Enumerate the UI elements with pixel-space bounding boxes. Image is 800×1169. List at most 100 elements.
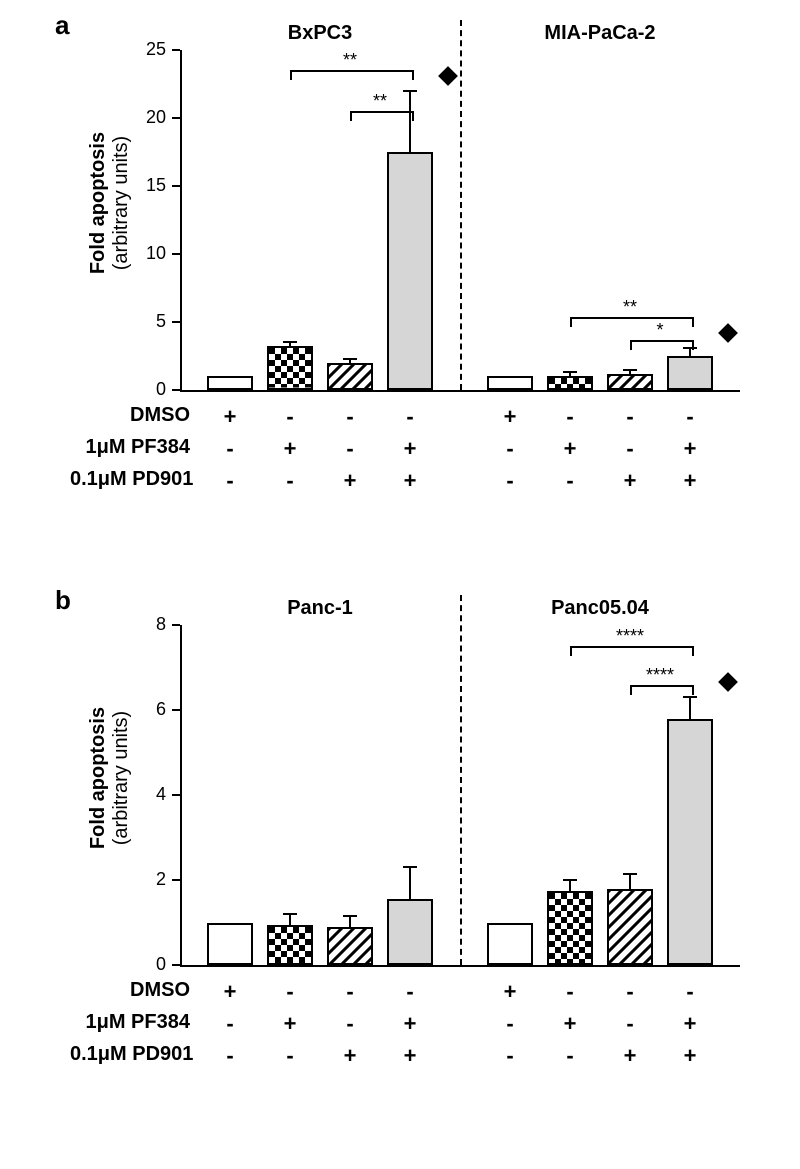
condition-cell: + [616, 468, 644, 494]
condition-cell: + [396, 1011, 424, 1037]
significance-label: **** [630, 665, 690, 686]
bar [387, 899, 433, 965]
condition-cell: - [616, 436, 644, 462]
condition-cell: - [616, 979, 644, 1005]
group-separator [460, 595, 462, 965]
error-cap [343, 358, 357, 360]
group-title: BxPC3 [180, 22, 460, 45]
figure-page: a Fold apoptosis(arbitrary units)0510152… [0, 0, 800, 1169]
condition-cell: - [496, 468, 524, 494]
y-tick-label: 8 [132, 614, 166, 635]
condition-row-label: DMSO [70, 404, 190, 427]
condition-cell: - [616, 404, 644, 430]
error-cap [283, 341, 297, 343]
panel-letter-b: b [55, 585, 71, 616]
y-tick [172, 964, 180, 966]
error-cap [683, 696, 697, 698]
diamond-marker [718, 672, 738, 692]
error-cap [563, 371, 577, 373]
y-tick-label: 0 [132, 954, 166, 975]
condition-cell: - [496, 1043, 524, 1069]
error-cap [563, 879, 577, 881]
condition-cell: + [216, 404, 244, 430]
y-tick-label: 25 [132, 39, 166, 60]
condition-cell: - [336, 404, 364, 430]
bar [267, 925, 313, 965]
error-bar [569, 880, 571, 891]
bar [607, 374, 653, 390]
condition-row-label: DMSO [70, 979, 190, 1002]
condition-cell: - [336, 436, 364, 462]
y-axis-title-line1: Fold apoptosis [87, 688, 110, 868]
bar [267, 346, 313, 390]
y-tick-label: 20 [132, 107, 166, 128]
diamond-marker [718, 323, 738, 343]
y-tick-label: 6 [132, 699, 166, 720]
bar [547, 891, 593, 965]
group-title: Panc-1 [180, 597, 460, 620]
significance-bracket [290, 70, 414, 80]
condition-cell: + [276, 436, 304, 462]
panel-letter-a: a [55, 10, 69, 41]
bar [327, 927, 373, 965]
group-title: MIA-PaCa-2 [460, 22, 740, 45]
significance-bracket [570, 646, 694, 656]
error-cap [283, 913, 297, 915]
bar [547, 376, 593, 390]
error-bar [349, 916, 351, 927]
bar [607, 889, 653, 966]
panel-a: Fold apoptosis(arbitrary units)051015202… [70, 20, 770, 520]
condition-cell: - [216, 1011, 244, 1037]
condition-cell: - [396, 979, 424, 1005]
condition-cell: + [276, 1011, 304, 1037]
condition-cell: - [616, 1011, 644, 1037]
y-tick [172, 709, 180, 711]
error-bar [409, 867, 411, 899]
condition-cell: + [676, 436, 704, 462]
y-tick-label: 4 [132, 784, 166, 805]
y-axis-line [180, 625, 182, 965]
x-axis-line [180, 965, 740, 967]
significance-label: * [630, 320, 690, 341]
bar [487, 376, 533, 390]
condition-cell: + [676, 468, 704, 494]
error-bar [689, 697, 691, 718]
y-axis-line [180, 50, 182, 390]
significance-label: **** [570, 626, 690, 647]
y-tick [172, 624, 180, 626]
condition-cell: - [276, 979, 304, 1005]
significance-bracket [630, 685, 694, 695]
condition-cell: - [216, 468, 244, 494]
x-axis-line [180, 390, 740, 392]
y-tick [172, 879, 180, 881]
condition-cell: - [556, 979, 584, 1005]
y-tick [172, 253, 180, 255]
condition-cell: - [676, 404, 704, 430]
bar [327, 363, 373, 390]
diamond-marker [438, 66, 458, 86]
significance-bracket [350, 111, 414, 121]
condition-cell: - [336, 1011, 364, 1037]
condition-cell: + [676, 1043, 704, 1069]
bar [207, 376, 253, 390]
significance-label: ** [350, 91, 410, 112]
condition-cell: - [276, 404, 304, 430]
condition-cell: - [556, 468, 584, 494]
y-axis-title-line2: (arbitrary units) [110, 113, 133, 293]
condition-cell: + [336, 1043, 364, 1069]
y-tick [172, 794, 180, 796]
condition-cell: - [676, 979, 704, 1005]
y-tick-label: 5 [132, 311, 166, 332]
condition-row-label: 0.1μM PD901 [70, 1043, 190, 1066]
significance-label: ** [570, 297, 690, 318]
group-title: Panc05.04 [460, 597, 740, 620]
condition-row-label: 0.1μM PD901 [70, 468, 190, 491]
y-tick-label: 0 [132, 379, 166, 400]
condition-cell: + [496, 979, 524, 1005]
y-tick-label: 15 [132, 175, 166, 196]
condition-cell: - [396, 404, 424, 430]
condition-cell: - [336, 979, 364, 1005]
y-tick [172, 117, 180, 119]
error-cap [623, 873, 637, 875]
y-axis-title: Fold apoptosis(arbitrary units) [87, 688, 133, 868]
